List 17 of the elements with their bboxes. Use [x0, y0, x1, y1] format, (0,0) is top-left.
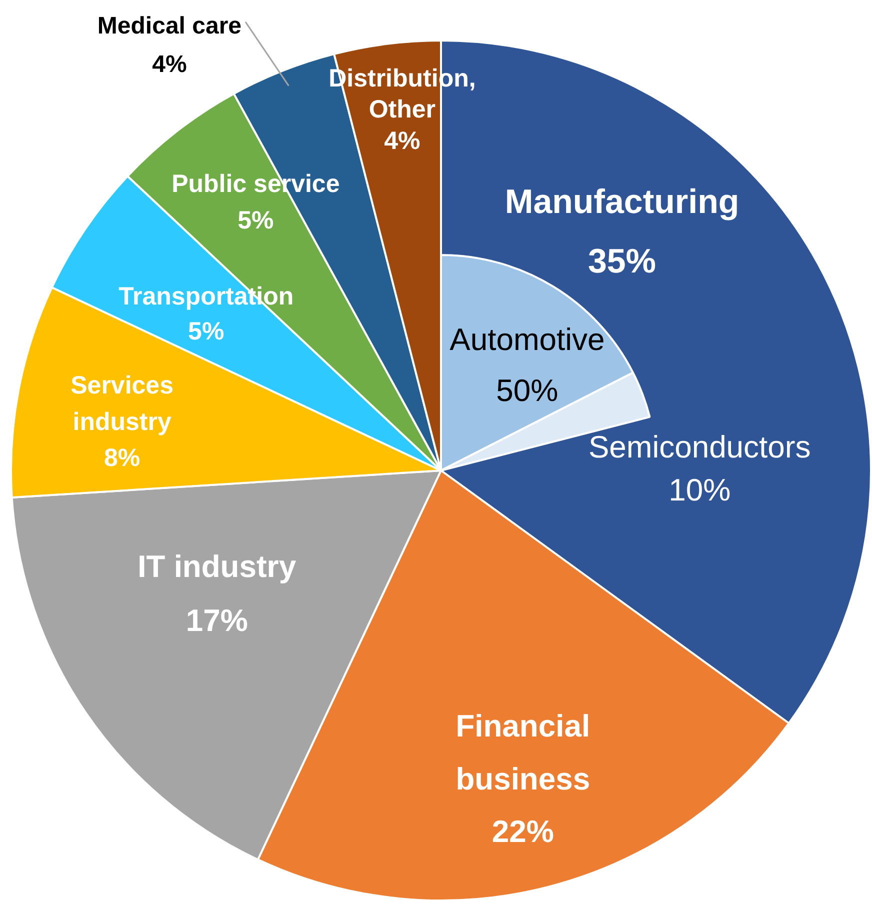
data-label: 50% — [496, 373, 558, 408]
slice-label: Medical care — [97, 12, 242, 40]
data-label: 4% — [384, 126, 420, 155]
data-label: 35% — [588, 242, 656, 281]
slice-label: Semiconductors — [588, 429, 811, 464]
data-label: 4% — [152, 50, 187, 78]
slice-label: IT industry — [138, 548, 297, 584]
slice-label: Manufacturing — [504, 183, 740, 222]
slice-label: Services industry — [70, 372, 174, 436]
data-label: 17% — [186, 603, 248, 638]
data-label: 8% — [104, 444, 140, 472]
data-label: 5% — [238, 206, 274, 234]
slice-label: Financial business — [456, 708, 590, 796]
data-label: 22% — [492, 814, 554, 850]
slice-label: Automotive — [450, 322, 605, 358]
data-label: 5% — [188, 318, 224, 346]
data-label: 10% — [668, 472, 731, 508]
